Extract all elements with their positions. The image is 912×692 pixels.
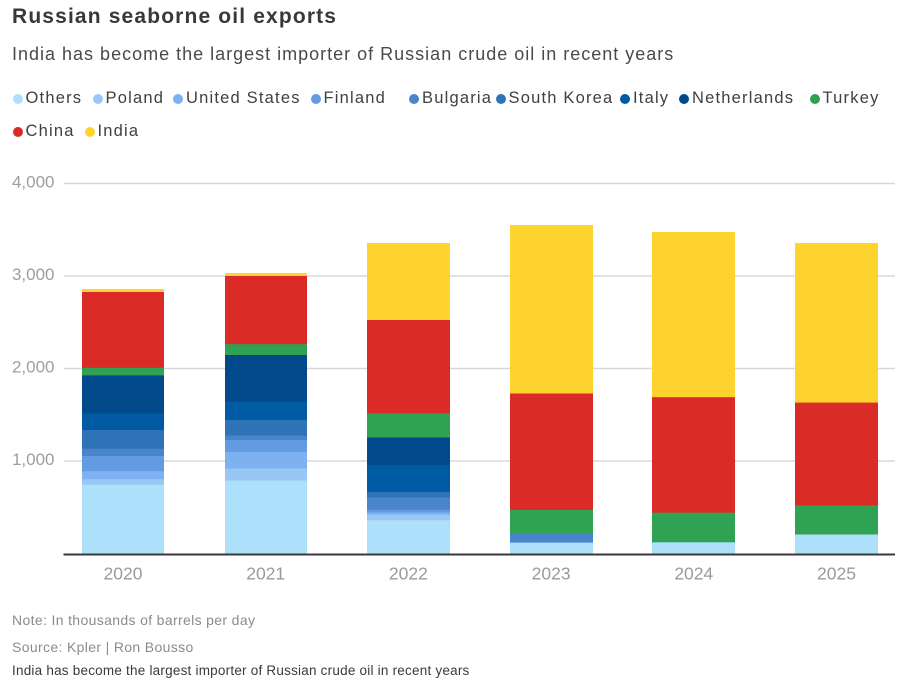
svg-text:2022: 2022 xyxy=(389,564,428,584)
svg-text:2025: 2025 xyxy=(817,564,856,584)
svg-text:2020: 2020 xyxy=(104,564,143,584)
svg-text:2023: 2023 xyxy=(532,564,571,584)
svg-text:2,000: 2,000 xyxy=(12,358,55,377)
svg-text:4,000: 4,000 xyxy=(12,173,55,192)
svg-text:3,000: 3,000 xyxy=(12,265,55,284)
svg-text:1,000: 1,000 xyxy=(12,450,55,469)
svg-text:2024: 2024 xyxy=(674,564,713,584)
svg-text:2021: 2021 xyxy=(246,564,285,584)
